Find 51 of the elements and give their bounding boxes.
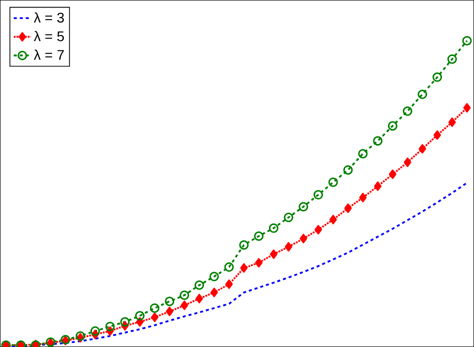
legend-label: λ = 5 [34, 30, 64, 42]
point [268, 223, 278, 233]
point [240, 263, 248, 273]
point [284, 242, 292, 252]
point [374, 181, 382, 191]
point [328, 177, 338, 187]
point [402, 106, 412, 116]
point [314, 224, 322, 234]
point [224, 262, 234, 272]
point [150, 312, 158, 322]
point [329, 214, 337, 224]
point [463, 103, 471, 113]
point [404, 158, 412, 168]
point [150, 303, 160, 313]
point [434, 130, 442, 140]
point [418, 90, 428, 100]
point [314, 190, 324, 200]
point [239, 240, 249, 250]
point [180, 300, 188, 310]
point [418, 144, 426, 154]
point [194, 280, 204, 290]
point [255, 258, 263, 268]
point [270, 249, 278, 259]
point [462, 36, 472, 46]
point [358, 148, 368, 158]
point [284, 212, 294, 222]
point [447, 54, 457, 64]
point [105, 322, 115, 332]
legend-label: λ = 3 [34, 12, 64, 23]
point [298, 202, 308, 212]
point [448, 117, 456, 127]
point [300, 234, 308, 244]
point [196, 294, 204, 304]
point [254, 231, 264, 241]
point [359, 192, 367, 202]
point [344, 204, 352, 213]
point [120, 317, 130, 327]
point [166, 306, 174, 316]
point [343, 165, 353, 175]
point [135, 310, 145, 320]
point [432, 72, 442, 82]
legend-label: λ = 7 [34, 50, 64, 60]
point [225, 279, 233, 289]
point [90, 326, 100, 336]
point [209, 272, 219, 282]
point [164, 296, 174, 306]
point [388, 121, 398, 131]
point [388, 170, 396, 180]
point [373, 136, 383, 146]
point [180, 290, 190, 300]
point [210, 288, 218, 298]
